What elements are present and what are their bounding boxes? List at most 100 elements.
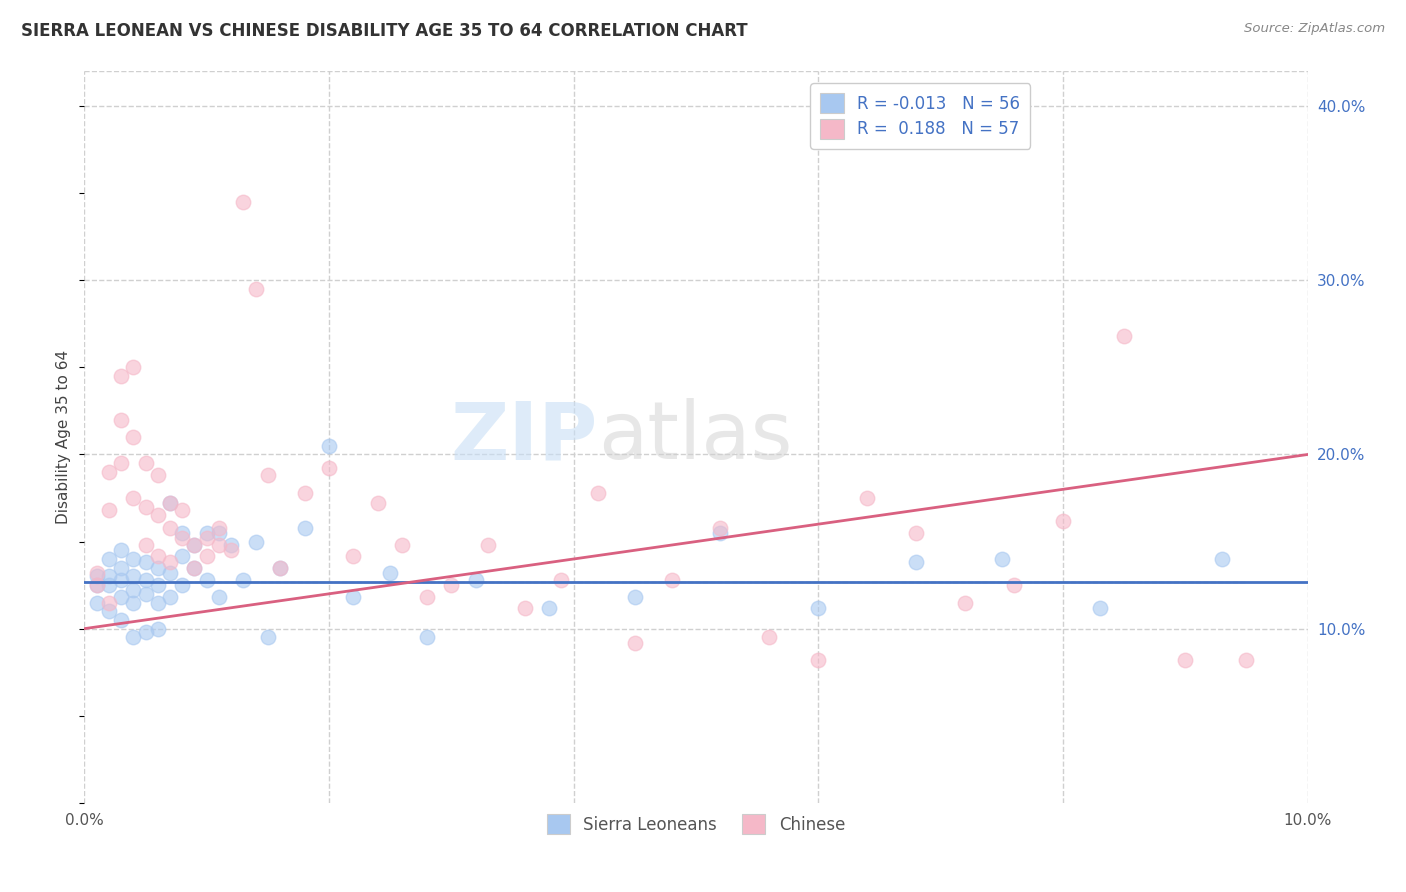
Point [464, 573, 486, 587]
Point [122, 595, 145, 609]
Point [183, 560, 205, 574]
Y-axis label: Disability Age 35 to 64: Disability Age 35 to 64 [56, 350, 72, 524]
Text: Source: ZipAtlas.com: Source: ZipAtlas.com [1244, 22, 1385, 36]
Point [172, 531, 194, 545]
Point [416, 591, 439, 605]
Point [807, 600, 830, 615]
Point [97, 569, 120, 583]
Point [159, 496, 181, 510]
Point [110, 369, 132, 384]
Point [159, 591, 181, 605]
Point [513, 600, 536, 615]
Point [172, 503, 194, 517]
Point [586, 485, 609, 500]
Point [135, 538, 157, 552]
Point [219, 543, 242, 558]
Point [1052, 514, 1074, 528]
Point [624, 635, 647, 649]
Point [709, 525, 731, 540]
Point [146, 468, 169, 483]
Point [208, 525, 231, 540]
Point [856, 491, 879, 505]
Point [159, 566, 181, 580]
Point [391, 538, 413, 552]
Point [477, 538, 499, 552]
Point [758, 631, 780, 645]
Point [195, 573, 218, 587]
Point [1088, 600, 1111, 615]
Point [709, 521, 731, 535]
Point [146, 595, 169, 609]
Point [318, 439, 340, 453]
Point [1236, 653, 1258, 667]
Point [208, 521, 231, 535]
Point [440, 578, 463, 592]
Point [624, 591, 647, 605]
Point [195, 525, 218, 540]
Point [159, 521, 181, 535]
Point [86, 569, 108, 583]
Point [183, 538, 205, 552]
Point [159, 556, 181, 570]
Point [172, 578, 194, 592]
Point [538, 600, 561, 615]
Point [257, 631, 280, 645]
Point [110, 560, 132, 574]
Point [135, 573, 157, 587]
Point [661, 573, 683, 587]
Point [135, 625, 157, 640]
Point [146, 578, 169, 592]
Point [110, 412, 132, 426]
Point [86, 595, 108, 609]
Point [110, 456, 132, 470]
Point [97, 595, 120, 609]
Text: ZIP: ZIP [451, 398, 598, 476]
Point [1174, 653, 1197, 667]
Point [122, 631, 145, 645]
Point [905, 556, 928, 570]
Point [122, 491, 145, 505]
Point [135, 500, 157, 514]
Point [991, 552, 1014, 566]
Point [110, 613, 132, 627]
Point [172, 525, 194, 540]
Point [135, 556, 157, 570]
Point [135, 456, 157, 470]
Point [110, 591, 132, 605]
Point [245, 282, 267, 296]
Point [110, 573, 132, 587]
Point [97, 604, 120, 618]
Point [219, 538, 242, 552]
Point [208, 538, 231, 552]
Point [122, 569, 145, 583]
Point [195, 531, 218, 545]
Point [416, 631, 439, 645]
Legend: Sierra Leoneans, Chinese: Sierra Leoneans, Chinese [538, 806, 853, 842]
Point [195, 549, 218, 563]
Point [1211, 552, 1233, 566]
Point [122, 360, 145, 375]
Point [86, 578, 108, 592]
Point [232, 194, 254, 209]
Point [146, 549, 169, 563]
Point [86, 566, 108, 580]
Point [294, 485, 316, 500]
Point [146, 560, 169, 574]
Point [183, 538, 205, 552]
Point [159, 496, 181, 510]
Point [110, 543, 132, 558]
Point [294, 521, 316, 535]
Point [122, 430, 145, 444]
Point [135, 587, 157, 601]
Point [342, 549, 364, 563]
Point [122, 552, 145, 566]
Point [953, 595, 976, 609]
Point [146, 508, 169, 523]
Point [146, 622, 169, 636]
Point [342, 591, 364, 605]
Point [905, 525, 928, 540]
Point [380, 566, 402, 580]
Point [183, 560, 205, 574]
Point [318, 461, 340, 475]
Point [208, 591, 231, 605]
